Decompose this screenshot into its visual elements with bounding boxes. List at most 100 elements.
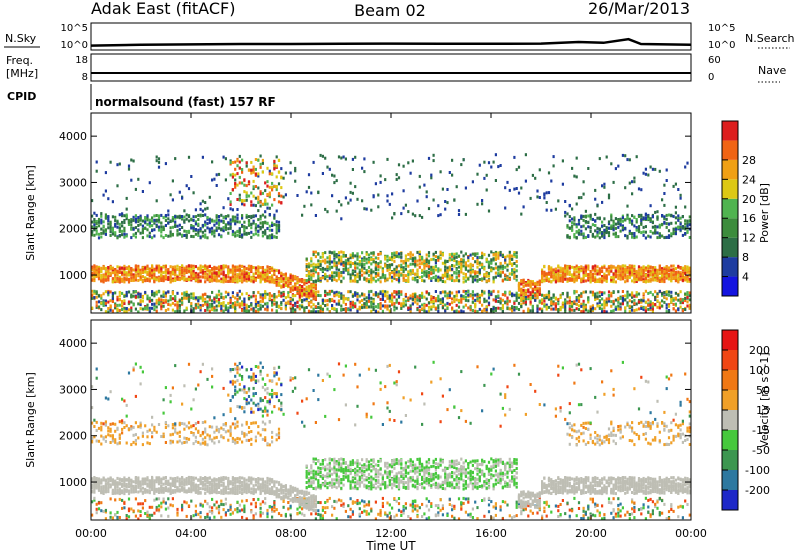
radar-cell bbox=[162, 278, 165, 282]
radar-cell bbox=[261, 234, 264, 238]
radar-cell bbox=[501, 270, 504, 274]
radar-cell bbox=[582, 279, 585, 283]
radar-cell bbox=[404, 254, 407, 258]
radar-cell bbox=[174, 267, 177, 271]
radar-cell bbox=[490, 165, 493, 169]
radar-cell bbox=[247, 194, 251, 198]
radar-cell bbox=[268, 195, 271, 199]
radar-cell bbox=[457, 305, 461, 309]
radar-cell bbox=[631, 268, 634, 272]
radar-cell bbox=[384, 299, 387, 303]
radar-cell bbox=[333, 299, 336, 303]
radar-cell bbox=[552, 271, 555, 275]
radar-cell bbox=[400, 307, 403, 310]
radar-cell bbox=[211, 308, 214, 312]
radar-cell bbox=[464, 298, 467, 302]
radar-cell bbox=[151, 290, 154, 294]
radar-cell bbox=[241, 276, 244, 280]
radar-cell bbox=[296, 305, 299, 308]
radar-cell bbox=[171, 267, 174, 271]
radar-cell bbox=[342, 260, 345, 264]
radar-cell bbox=[146, 216, 149, 220]
radar-cell bbox=[160, 298, 163, 302]
radar-cell bbox=[573, 272, 576, 276]
radar-cell bbox=[430, 307, 433, 311]
radar-cell bbox=[102, 280, 105, 284]
radar-cell bbox=[601, 280, 604, 284]
radar-cell bbox=[474, 278, 477, 282]
radar-cell bbox=[252, 179, 255, 183]
radar-cell bbox=[603, 275, 606, 279]
radar-cell bbox=[347, 258, 350, 261]
radar-cell bbox=[303, 282, 306, 285]
radar-cell bbox=[439, 276, 442, 280]
radar-cell bbox=[633, 294, 636, 298]
radar-cell bbox=[520, 186, 523, 190]
radar-cell bbox=[250, 168, 253, 172]
radar-cell bbox=[427, 276, 431, 280]
radar-cell bbox=[289, 282, 292, 286]
radar-cell bbox=[185, 268, 188, 272]
radar-cell bbox=[601, 276, 604, 280]
radar-cell bbox=[121, 229, 124, 233]
radar-cell bbox=[499, 270, 502, 274]
radar-cell bbox=[492, 307, 495, 311]
radar-cell bbox=[543, 304, 546, 308]
radar-cell bbox=[176, 215, 179, 219]
radar-cell bbox=[444, 270, 447, 274]
radar-cell bbox=[100, 231, 103, 235]
radar-cell bbox=[199, 229, 202, 233]
radar-cell bbox=[372, 251, 375, 255]
radar-cell bbox=[559, 266, 562, 270]
radar-cell bbox=[224, 290, 227, 294]
radar-cell bbox=[116, 269, 119, 273]
radar-cell bbox=[277, 224, 281, 227]
radar-cell bbox=[284, 307, 287, 311]
radar-cell bbox=[127, 221, 131, 225]
radar-cell bbox=[252, 307, 255, 311]
radar-cell bbox=[181, 292, 184, 296]
radar-cell bbox=[211, 278, 214, 282]
radar-cell bbox=[312, 289, 315, 293]
radar-cell bbox=[455, 294, 458, 298]
radar-cell bbox=[185, 233, 188, 237]
radar-cell bbox=[155, 199, 158, 203]
radar-cell bbox=[91, 289, 94, 293]
radar-cell bbox=[448, 268, 451, 272]
radar-cell bbox=[227, 227, 230, 231]
radar-cell bbox=[171, 290, 174, 294]
radar-cell bbox=[432, 265, 435, 269]
radar-cell bbox=[174, 279, 177, 282]
radar-cell bbox=[402, 206, 405, 210]
radar-cell bbox=[317, 259, 320, 263]
radar-cell bbox=[192, 292, 195, 296]
radar-cell bbox=[575, 223, 578, 227]
radar-cell bbox=[476, 258, 479, 262]
radar-cell bbox=[194, 265, 197, 269]
radar-cell bbox=[157, 276, 161, 280]
radar-cell bbox=[93, 291, 96, 295]
radar-cell bbox=[393, 305, 396, 309]
radar-cell bbox=[481, 293, 484, 297]
radar-cell bbox=[508, 188, 511, 192]
radar-cell bbox=[358, 274, 361, 278]
radar-cell bbox=[453, 279, 456, 283]
radar-cell bbox=[118, 303, 121, 307]
radar-cell bbox=[474, 302, 477, 306]
radar-cell bbox=[273, 296, 276, 299]
radar-cell bbox=[206, 274, 209, 278]
radar-cell bbox=[208, 227, 211, 231]
radar-cell bbox=[121, 233, 124, 237]
radar-cell bbox=[347, 201, 350, 205]
radar-cell bbox=[453, 310, 456, 313]
radar-cell bbox=[259, 295, 262, 299]
radar-cell bbox=[148, 277, 151, 281]
radar-cell bbox=[268, 275, 271, 279]
radar-cell bbox=[610, 215, 613, 219]
radar-cell bbox=[485, 274, 488, 278]
radar-cell bbox=[566, 277, 569, 281]
radar-cell bbox=[432, 159, 435, 163]
radar-cell bbox=[633, 298, 636, 302]
radar-cell bbox=[370, 258, 373, 261]
radar-cell bbox=[430, 299, 433, 303]
